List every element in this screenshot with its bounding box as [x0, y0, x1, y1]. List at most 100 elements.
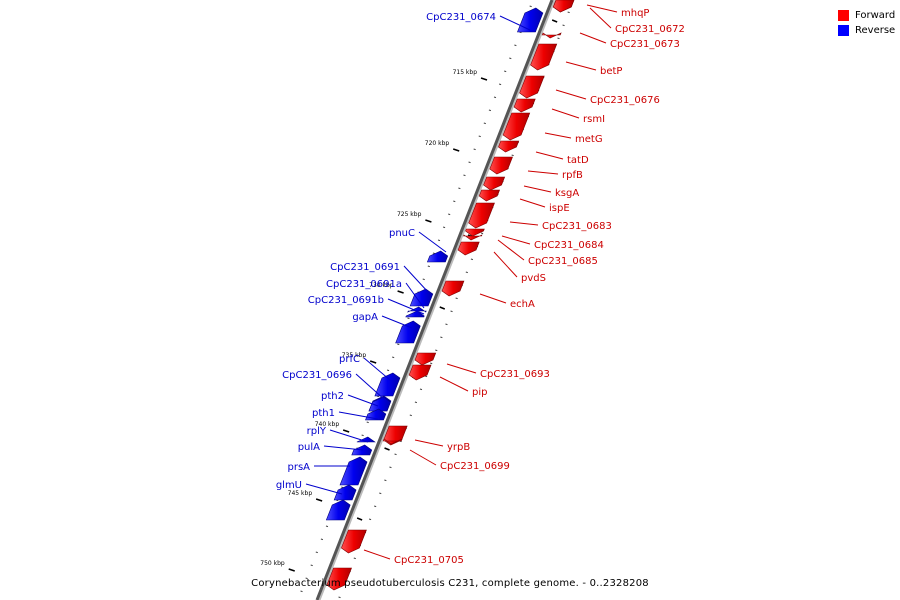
minor-tick-left [386, 369, 390, 372]
forward-gene[interactable] [519, 75, 545, 99]
reverse-gene[interactable] [374, 372, 401, 397]
forward-gene-label[interactable]: CpC231_0683 [542, 221, 612, 232]
forward-gene-label[interactable]: betP [600, 66, 622, 77]
minor-tick-right [445, 323, 448, 326]
minor-tick-right [567, 11, 570, 14]
forward-gene-label-leader [535, 151, 564, 160]
forward-gene-label[interactable]: CpC231_0699 [440, 461, 510, 472]
forward-gene-label[interactable]: mhqP [621, 8, 649, 19]
forward-gene-label-leader [509, 221, 539, 226]
minor-tick-left [361, 434, 364, 437]
minor-tick-left [366, 421, 369, 424]
reverse-gene[interactable] [517, 7, 544, 33]
forward-gene-label-leader [565, 61, 597, 71]
forward-gene-label-leader [589, 7, 612, 29]
minor-tick-left [509, 57, 512, 60]
forward-gene-label[interactable]: pvdS [521, 273, 546, 284]
reverse-gene-label-leader [355, 373, 386, 401]
major-tick [480, 77, 488, 81]
forward-gene[interactable] [414, 352, 437, 366]
forward-gene[interactable] [541, 32, 562, 39]
minor-tick-left [305, 577, 308, 580]
reverse-gene-label[interactable]: pth1 [312, 408, 335, 419]
tick-label: 740 kbp [315, 421, 340, 428]
forward-gene-label[interactable]: CpC231_0672 [615, 24, 685, 35]
reverse-gene-label[interactable]: CpC231_0674 [426, 12, 496, 23]
minor-tick-right [470, 258, 474, 261]
reverse-gene-label[interactable]: prsA [287, 462, 310, 473]
forward-gene[interactable] [483, 176, 506, 191]
reverse-gene-label[interactable]: CpC231_0696 [282, 370, 352, 381]
minor-tick-right [394, 453, 397, 456]
forward-gene-label[interactable]: yrpB [447, 442, 470, 453]
forward-gene[interactable] [468, 202, 495, 229]
forward-gene-label[interactable]: CpC231_0673 [610, 39, 680, 50]
reverse-gene-label[interactable]: CpC231_0691 [330, 262, 400, 273]
minor-tick-right [374, 505, 377, 508]
minor-tick-right [368, 518, 372, 521]
forward-gene[interactable] [383, 425, 408, 446]
forward-gene-label[interactable]: pip [472, 387, 487, 398]
reverse-gene-label[interactable]: CpC231_0691b [308, 295, 384, 306]
genome-axis [315, 0, 554, 600]
forward-gene[interactable] [478, 189, 501, 202]
forward-gene[interactable] [341, 529, 367, 554]
minor-tick-left [397, 343, 400, 346]
forward-gene[interactable] [326, 567, 352, 591]
reverse-gene[interactable] [405, 310, 425, 318]
forward-gene[interactable] [502, 112, 531, 141]
forward-gene-label-leader [414, 439, 444, 447]
forward-gene-label[interactable]: CpC231_0685 [528, 256, 598, 267]
minor-tick-right [557, 37, 560, 40]
forward-gene-label[interactable]: CpC231_0684 [534, 240, 604, 251]
reverse-gene-label[interactable]: gapA [352, 312, 378, 323]
minor-tick-right [384, 479, 387, 482]
minor-tick-left [422, 278, 425, 281]
reverse-gene-label[interactable]: prfC [339, 354, 360, 365]
forward-gene[interactable] [513, 98, 536, 113]
forward-gene[interactable] [382, 438, 403, 445]
forward-gene[interactable] [463, 234, 483, 241]
major-tick [452, 148, 460, 152]
reverse-gene-label-leader [305, 483, 343, 495]
reverse-gene[interactable] [395, 320, 421, 344]
forward-gene[interactable] [408, 364, 432, 381]
major-tick [425, 219, 432, 223]
major-tick [369, 360, 377, 364]
forward-gene[interactable] [552, 0, 575, 13]
minor-tick-right [379, 492, 382, 495]
forward-gene-label[interactable]: CpC231_0693 [480, 369, 550, 380]
forward-gene-label[interactable]: ispE [549, 203, 570, 214]
forward-gene-label[interactable]: ksgA [555, 188, 579, 199]
forward-gene-label[interactable]: rsmI [583, 114, 605, 125]
minor-tick-right [389, 466, 392, 469]
tick-label: 745 kbp [288, 490, 313, 497]
forward-gene-label-leader [579, 32, 607, 44]
forward-gene-label[interactable]: CpC231_0705 [394, 555, 464, 566]
forward-gene[interactable] [457, 241, 480, 256]
forward-gene[interactable] [465, 228, 485, 237]
forward-gene-label[interactable]: CpC231_0676 [590, 95, 660, 106]
forward-gene[interactable] [489, 156, 513, 175]
reverse-gene-label[interactable]: CpC231_0691a [326, 279, 402, 290]
reverse-gene-label[interactable]: rplY [307, 426, 327, 437]
forward-gene[interactable] [441, 280, 465, 297]
reverse-gene-label[interactable]: pth2 [321, 391, 344, 402]
forward-gene[interactable] [498, 140, 520, 153]
minor-tick-right [440, 336, 443, 339]
forward-gene-label[interactable]: metG [575, 134, 603, 145]
forward-gene-label[interactable]: rpfB [562, 170, 583, 181]
reverse-gene[interactable] [356, 436, 376, 443]
forward-gene-label[interactable]: tatD [567, 155, 589, 166]
forward-gene[interactable] [530, 43, 558, 71]
reverse-gene[interactable] [325, 499, 351, 521]
reverse-gene[interactable] [426, 250, 449, 263]
forward-gene-label-leader [523, 185, 552, 193]
reverse-gene-label-leader [403, 265, 429, 293]
reverse-gene-label[interactable]: pulA [298, 442, 320, 453]
forward-gene-label[interactable]: echA [510, 299, 535, 310]
reverse-gene[interactable] [409, 288, 434, 307]
reverse-gene-label[interactable]: pnuC [389, 228, 415, 239]
reverse-gene-label[interactable]: glmU [276, 480, 302, 491]
legend-reverse: Reverse [838, 23, 895, 38]
